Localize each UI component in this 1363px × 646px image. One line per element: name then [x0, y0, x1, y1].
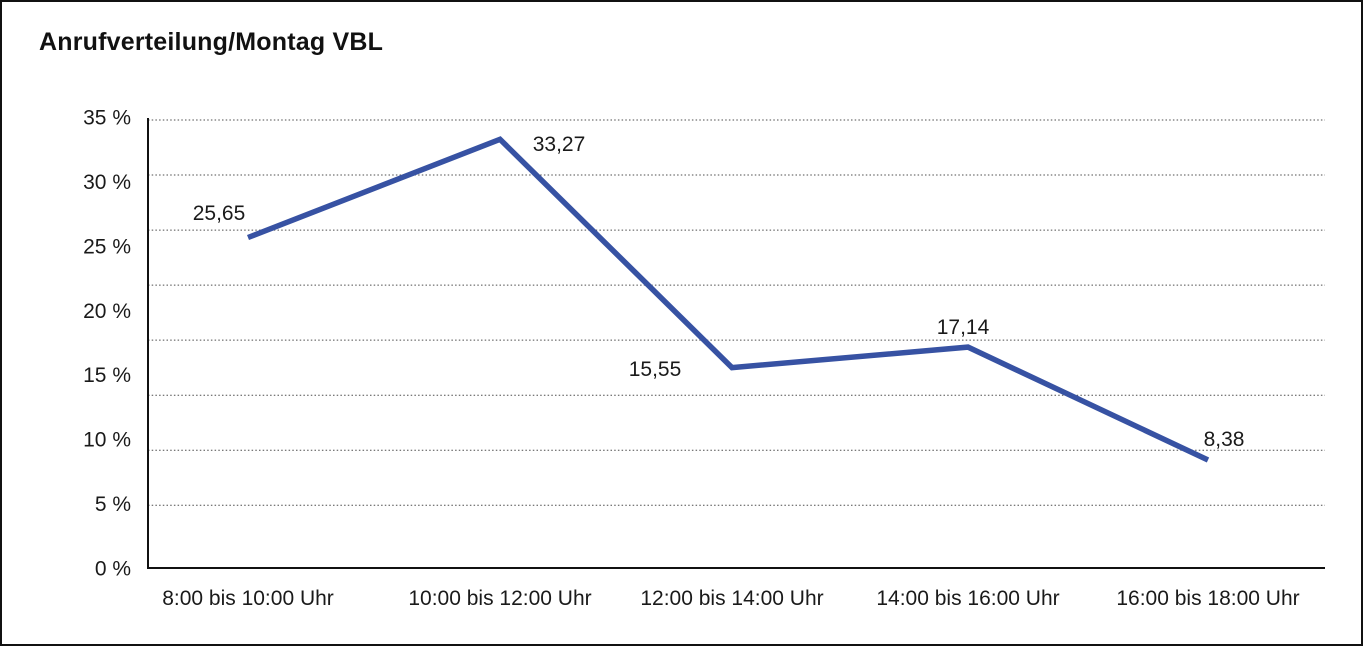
data-point-label: 8,38	[1204, 428, 1245, 451]
y-tick-label: 5 %	[95, 493, 131, 516]
x-tick-label: 12:00 bis 14:00 Uhr	[640, 587, 823, 610]
x-tick-label: 16:00 bis 18:00 Uhr	[1116, 587, 1299, 610]
y-tick-label: 35 %	[83, 107, 131, 130]
data-point-label: 25,65	[193, 202, 246, 225]
chart-title: Anrufverteilung/Montag VBL	[39, 28, 384, 56]
x-tick-label: 8:00 bis 10:00 Uhr	[162, 587, 334, 610]
y-tick-label: 25 %	[83, 235, 131, 258]
x-tick-label: 10:00 bis 12:00 Uhr	[408, 587, 591, 610]
y-tick-label: 0 %	[95, 558, 131, 581]
data-line	[247, 136, 1210, 463]
x-tick-label: 14:00 bis 16:00 Uhr	[876, 587, 1059, 610]
y-tick-label: 10 %	[83, 429, 131, 452]
data-point-label: 33,27	[533, 133, 586, 156]
data-point-label: 15,55	[629, 358, 682, 381]
data-point-label: 17,14	[937, 316, 990, 339]
y-tick-label: 15 %	[83, 364, 131, 387]
y-tick-label: 20 %	[83, 300, 131, 323]
y-tick-label: 30 %	[83, 171, 131, 194]
